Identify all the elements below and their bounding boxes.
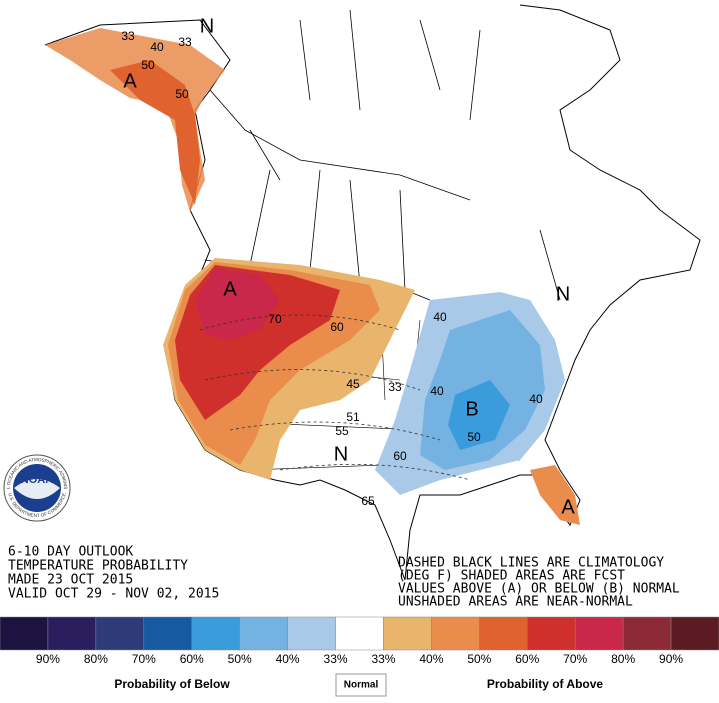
contour-label: 60 <box>393 449 407 463</box>
east-below-50 <box>448 380 510 450</box>
notes-line: VALUES ABOVE (A) OR BELOW (B) NORMAL <box>398 582 680 597</box>
outlook-line: TEMPERATURE PROBABILITY <box>8 559 188 574</box>
contour-label: 40 <box>529 392 543 406</box>
legend-label: 80% <box>84 652 108 666</box>
legend-swatch <box>95 616 145 651</box>
region-letter: A <box>223 278 237 300</box>
legend-swatch <box>47 616 97 651</box>
normal-caption: Normal <box>344 680 379 691</box>
legend-label: 50% <box>467 652 491 666</box>
alaska-above <box>45 28 225 212</box>
legend-label: 70% <box>132 652 156 666</box>
legend-label: 80% <box>611 652 635 666</box>
legend-label: 90% <box>659 652 683 666</box>
legend-label: 40% <box>276 652 300 666</box>
coastline <box>44 4 701 581</box>
contour-label: 45 <box>346 377 360 391</box>
legend-label: 40% <box>419 652 443 666</box>
contour-label: 65 <box>361 494 375 508</box>
legend-label: 33% <box>371 652 395 666</box>
legend-swatch <box>527 616 576 651</box>
contour-label: 60 <box>330 320 344 334</box>
legend-label: 60% <box>515 652 539 666</box>
legend-label: 70% <box>563 652 587 666</box>
outlook-line: VALID OCT 29 - NOV 02, 2015 <box>8 587 219 602</box>
contour-label: 50 <box>141 58 155 72</box>
notes-line: (DEG F) SHADED AREAS ARE FCST <box>398 569 625 584</box>
legend-label: 60% <box>180 652 204 666</box>
notes-line: UNSHADED AREAS ARE NEAR-NORMAL <box>398 595 633 610</box>
legend-swatch <box>335 616 384 651</box>
alaska-above-50 <box>110 60 200 205</box>
region-letter: N <box>200 15 214 37</box>
legend-label: 90% <box>36 652 60 666</box>
contour-label: 40 <box>150 40 164 54</box>
contour-label: 33 <box>178 35 192 49</box>
legend-swatch <box>287 616 336 651</box>
legend-swatch <box>239 616 288 651</box>
west-above-70 <box>195 268 280 340</box>
legend-swatch <box>0 616 49 651</box>
above-caption: Probability of Above <box>487 677 604 691</box>
contour-label: 50 <box>175 87 189 101</box>
contour-label: 33 <box>121 29 135 43</box>
contour-label: 40 <box>433 310 447 324</box>
contour-label: 51 <box>346 410 360 424</box>
contour-label: 55 <box>335 424 349 438</box>
logo-name: NOAA <box>21 474 53 486</box>
legend-swatch <box>670 616 719 651</box>
legend-swatch <box>622 616 672 651</box>
logo-gull <box>14 479 60 499</box>
region-letter: N <box>334 443 348 465</box>
region-letter: B <box>465 398 478 420</box>
contour-label: 70 <box>268 312 282 326</box>
contour-label: 40 <box>430 384 444 398</box>
outlook-line: MADE 23 OCT 2015 <box>8 573 133 588</box>
legend-label: 33% <box>324 652 348 666</box>
region-letter: A <box>123 70 137 92</box>
contour-label: 33 <box>388 380 402 394</box>
legend-swatch <box>479 616 528 651</box>
region-letter: N <box>556 283 570 305</box>
below-caption: Probability of Below <box>114 677 230 691</box>
legend-swatch <box>383 616 432 651</box>
normal-box <box>335 673 387 697</box>
legend-swatch <box>191 616 240 651</box>
legend-swatch <box>143 616 192 651</box>
legend-swatch <box>431 616 480 651</box>
florida-above <box>530 465 580 525</box>
contour-label: 50 <box>467 430 481 444</box>
legend-swatch <box>574 616 624 651</box>
outlook-line: 6-10 DAY OUTLOOK <box>8 545 133 560</box>
region-letter: A <box>561 496 575 518</box>
legend-label: 50% <box>228 652 252 666</box>
notes-line: DASHED BLACK LINES ARE CLIMATOLOGY <box>398 556 664 571</box>
